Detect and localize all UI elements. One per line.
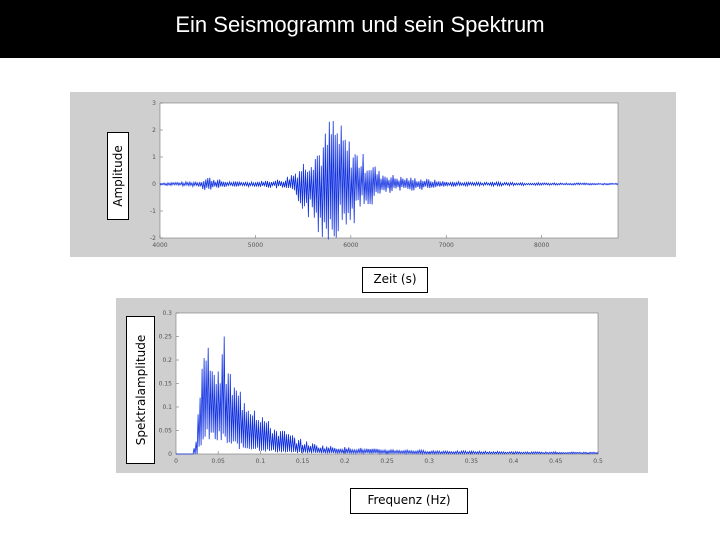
title-bar: Ein Seismogramm und sein Spektrum <box>0 0 720 58</box>
seismogram-ytick-label: -1 <box>150 208 156 215</box>
spectrum-ytick-label: 0.25 <box>159 334 173 341</box>
seismogram-xtick-label: 7000 <box>439 242 454 249</box>
seismogram-ytick-label: 2 <box>152 127 156 134</box>
seismogram-ytick-label: 1 <box>152 154 156 161</box>
spectrum-ylabel-box: Spektralamplitude <box>126 316 155 464</box>
seismogram-trace-line <box>159 120 619 240</box>
spectrum-axes-box <box>175 312 599 455</box>
spectrum-xtick-label: 0.4 <box>509 458 519 465</box>
spectrum-xtick-label: 0.2 <box>340 458 350 465</box>
slide-title: Ein Seismogramm und sein Spektrum <box>175 12 545 37</box>
spectrum-xtick-label: 0.45 <box>549 458 563 465</box>
spectrum-xtick-label: 0.25 <box>380 458 394 465</box>
seismogram-ylabel: Amplitude <box>111 145 125 207</box>
seismogram-ytick-label: -2 <box>150 235 156 242</box>
spectrum-xtick-label: 0.3 <box>424 458 434 465</box>
spectrum-trace-line <box>176 336 599 456</box>
seismogram-ylabel-box: Amplitude <box>107 132 129 220</box>
spectrum-ytick-label: 0.3 <box>162 310 172 317</box>
spectrum-ytick-label: 0 <box>168 451 172 458</box>
spectrum-xtick-label: 0 <box>174 458 178 465</box>
seismogram-xtick-label: 5000 <box>248 242 263 249</box>
spectrum-xlabel-box: Frequenz (Hz) <box>350 488 468 514</box>
seismogram-xtick-label: 8000 <box>534 242 549 249</box>
spectrum-ytick-label: 0.15 <box>159 381 173 388</box>
seismogram-ytick-label: 0 <box>152 181 156 188</box>
spectrum-xtick-label: 0.1 <box>256 458 266 465</box>
seismogram-ytick-label: 3 <box>152 100 156 107</box>
seismogram-xtick-label: 6000 <box>343 242 358 249</box>
seismogram-axes-box <box>159 102 619 239</box>
seismogram-xtick-label: 4000 <box>152 242 167 249</box>
seismogram-xlabel: Zeit (s) <box>373 272 417 286</box>
spectrum-ytick-label: 0.1 <box>162 404 172 411</box>
spectrum-xtick-label: 0.05 <box>212 458 226 465</box>
spectrum-ytick-label: 0.2 <box>162 357 172 364</box>
spectrum-xtick-label: 0.35 <box>465 458 479 465</box>
spectrum-ytick-label: 0.05 <box>159 428 173 435</box>
seismogram-xlabel-box: Zeit (s) <box>362 267 428 293</box>
spectrum-ylabel: Spektralamplitude <box>133 334 148 446</box>
spectrum-xtick-label: 0.15 <box>296 458 310 465</box>
spectrum-xlabel: Frequenz (Hz) <box>367 493 451 507</box>
spectrum-xtick-label: 0.5 <box>593 458 603 465</box>
